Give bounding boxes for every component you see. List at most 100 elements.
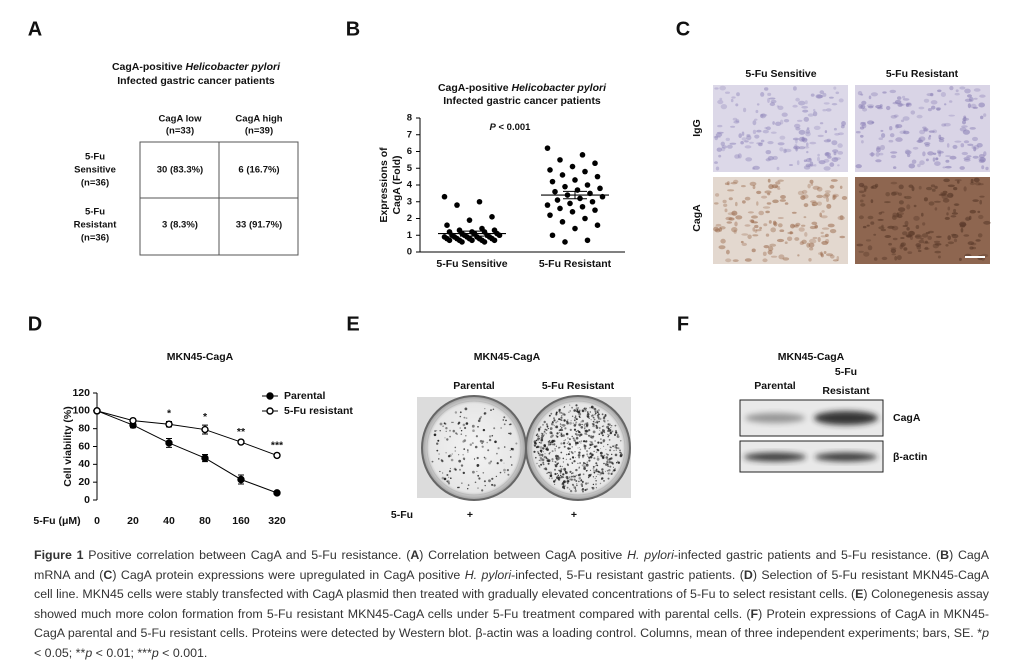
colony xyxy=(600,431,602,433)
colony xyxy=(536,433,539,436)
colony xyxy=(569,458,572,460)
colony xyxy=(458,459,462,463)
cell-nucleus xyxy=(953,187,958,191)
band xyxy=(744,452,806,462)
data-point xyxy=(572,225,578,232)
cell-nucleus xyxy=(913,215,920,221)
cell-nucleus xyxy=(948,114,955,117)
colony xyxy=(551,443,554,446)
colony xyxy=(580,483,583,486)
cell-nucleus xyxy=(822,194,829,199)
colony xyxy=(454,411,458,414)
colony xyxy=(582,473,585,476)
cell-nucleus xyxy=(927,151,934,156)
cell-nucleus xyxy=(878,226,885,230)
colony xyxy=(568,451,571,453)
colony xyxy=(556,476,559,480)
cell-nucleus xyxy=(973,88,981,92)
colony xyxy=(511,447,515,451)
cell-nucleus xyxy=(806,242,811,248)
cell-nucleus xyxy=(904,220,909,226)
data-point xyxy=(129,416,137,425)
colony xyxy=(586,488,589,491)
panel-label: E xyxy=(346,313,359,335)
cell-nucleus xyxy=(900,242,905,248)
colony xyxy=(596,457,600,461)
colony xyxy=(602,440,605,443)
cell-nucleus xyxy=(803,146,810,149)
cell-nucleus xyxy=(839,235,846,239)
column-label: 5-Fu Sensitive xyxy=(745,68,816,80)
cell-nucleus xyxy=(927,108,932,112)
data-point xyxy=(569,209,576,215)
column-header: CagA low xyxy=(159,114,203,125)
cell-nucleus xyxy=(720,238,726,244)
colony xyxy=(564,427,567,430)
cell-nucleus xyxy=(752,185,756,190)
colony xyxy=(463,416,466,419)
cell-nucleus xyxy=(938,152,942,157)
cell-nucleus xyxy=(718,154,722,158)
colony xyxy=(607,465,609,467)
colony xyxy=(574,416,577,419)
colony xyxy=(599,451,603,455)
cell-nucleus xyxy=(744,224,751,227)
cell-nucleus xyxy=(905,150,912,155)
y-tick-label: 5 xyxy=(407,163,413,174)
colony xyxy=(472,429,475,433)
colony xyxy=(589,435,593,439)
colony xyxy=(551,460,554,463)
colony xyxy=(598,433,601,436)
colony xyxy=(553,424,555,426)
colony xyxy=(487,449,490,452)
cell-nucleus xyxy=(780,195,786,199)
colony xyxy=(491,477,494,480)
cell-nucleus xyxy=(900,237,905,239)
colony xyxy=(570,420,572,422)
cell-nucleus xyxy=(782,257,790,261)
colony xyxy=(555,454,558,458)
colony xyxy=(589,453,592,456)
data-point xyxy=(459,239,465,245)
colony xyxy=(541,434,544,438)
colony xyxy=(458,486,460,489)
cell-nucleus xyxy=(919,129,926,135)
colony xyxy=(548,415,551,417)
cell-nucleus xyxy=(924,246,929,250)
colony xyxy=(553,439,556,442)
colony xyxy=(591,443,594,446)
colony xyxy=(617,447,620,450)
colony xyxy=(433,433,437,437)
colony xyxy=(467,451,469,453)
colony xyxy=(597,409,600,412)
caption-segment: ) Colonegenesis assay showed much more c… xyxy=(34,587,989,621)
colony xyxy=(616,435,620,438)
colony xyxy=(576,441,579,445)
cell-nucleus xyxy=(979,94,986,98)
cell-nucleus xyxy=(732,259,739,262)
cell-nucleus xyxy=(898,184,904,190)
colony xyxy=(539,459,542,462)
colony xyxy=(477,426,479,428)
cell-nucleus xyxy=(868,95,872,100)
colony xyxy=(481,489,484,492)
colony xyxy=(601,470,604,473)
colony xyxy=(571,483,574,486)
cell-nucleus xyxy=(936,108,941,111)
cell-nucleus xyxy=(741,137,747,141)
row-label: CagA xyxy=(691,204,703,232)
colony xyxy=(568,488,571,490)
colony xyxy=(598,418,600,420)
cell-nucleus xyxy=(945,244,949,247)
cell-nucleus xyxy=(743,107,747,113)
colony xyxy=(584,447,587,450)
colony xyxy=(574,433,577,435)
colony xyxy=(609,431,612,435)
cell-nucleus xyxy=(940,92,947,97)
colony xyxy=(603,462,605,465)
colony xyxy=(574,475,576,478)
data-point xyxy=(562,239,568,245)
colony xyxy=(559,469,562,473)
colony xyxy=(578,467,580,469)
cell-nucleus xyxy=(870,92,879,97)
